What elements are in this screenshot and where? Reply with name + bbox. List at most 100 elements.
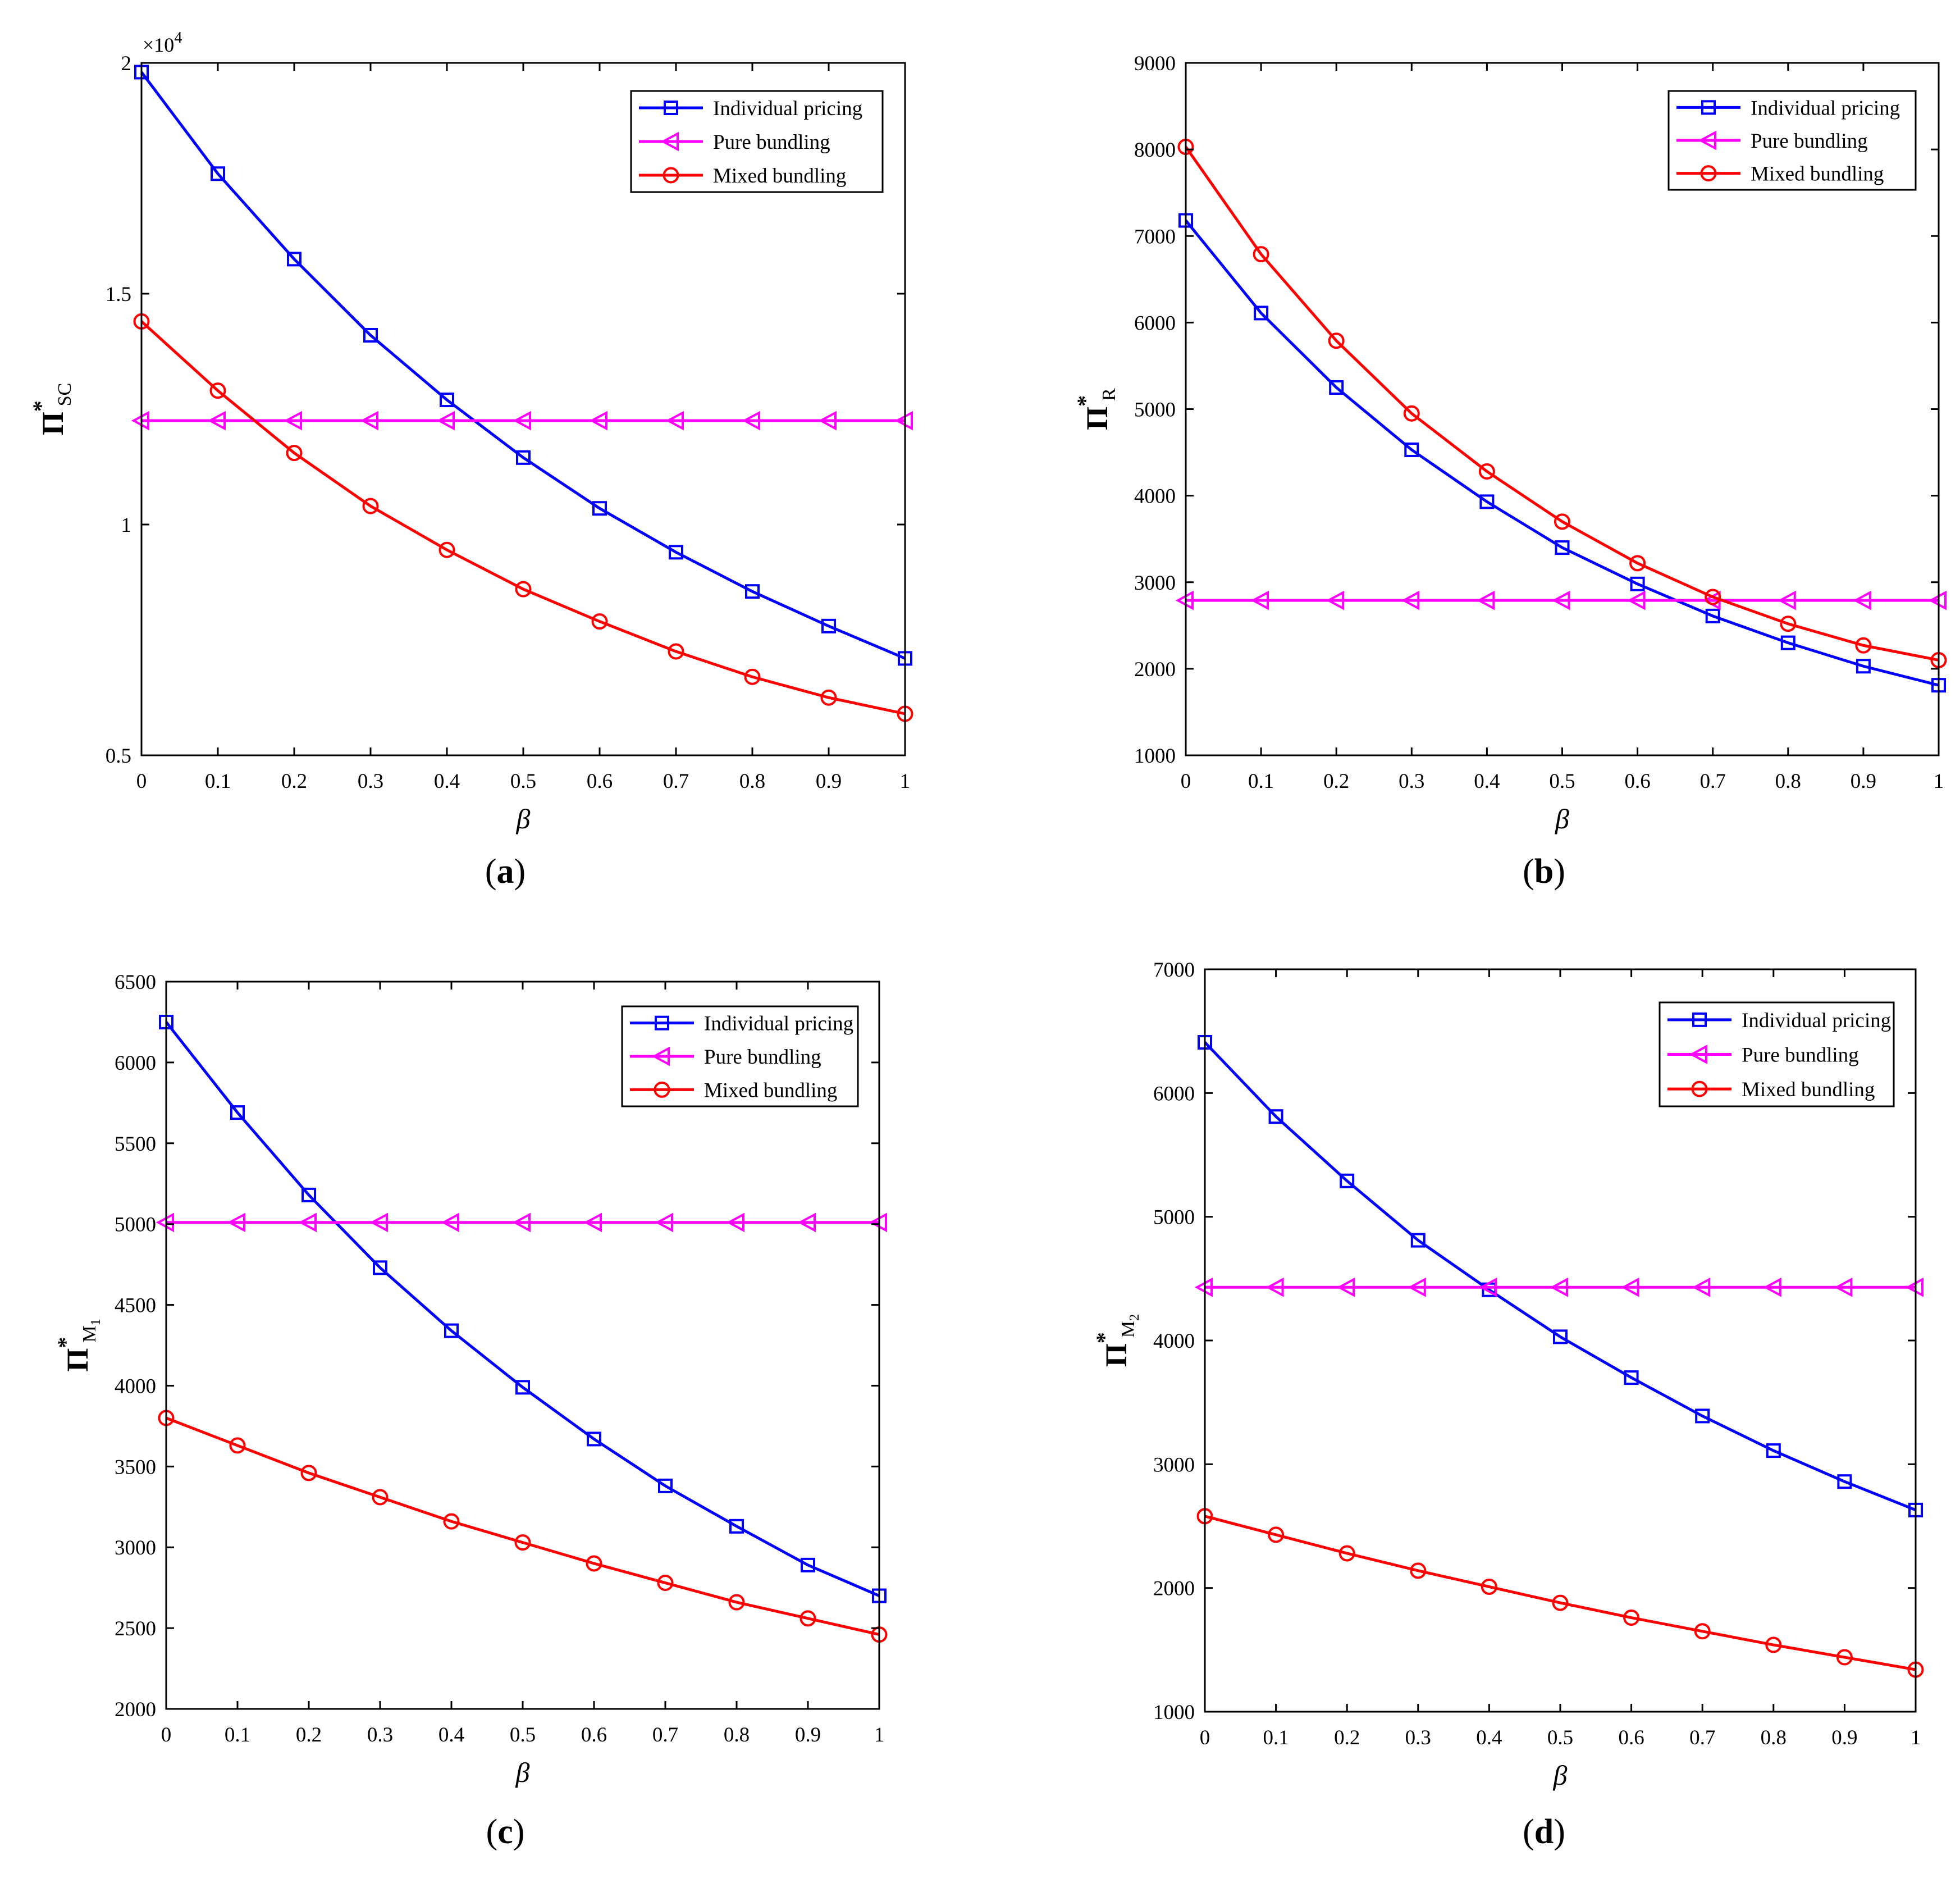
x-tick-label: 0 xyxy=(136,770,147,793)
data-point-mixed-bundling xyxy=(586,1555,602,1572)
x-tick-label: 0.7 xyxy=(1700,770,1726,793)
data-point-pure-bundling xyxy=(1479,1277,1497,1297)
x-tick-label: 1 xyxy=(874,1724,885,1747)
x-tick-label: 0.9 xyxy=(1831,1726,1857,1749)
x-axis-label: β xyxy=(516,803,531,835)
data-point-mixed-bundling xyxy=(1623,1610,1640,1626)
x-tick-label: 0.2 xyxy=(296,1724,322,1747)
legend-marker-pure-bundling xyxy=(660,131,679,152)
data-point-individual-pricing xyxy=(1553,1329,1568,1344)
data-point-mixed-bundling xyxy=(443,1513,460,1530)
data-point-individual-pricing xyxy=(515,1380,530,1395)
data-point-individual-pricing xyxy=(1856,659,1871,674)
data-point-pure-bundling xyxy=(369,1212,388,1233)
data-point-pure-bundling xyxy=(742,411,760,431)
x-tick-label: 1 xyxy=(1911,1726,1921,1749)
y-tick-label: 3500 xyxy=(115,1456,156,1479)
y-tick-label: 5000 xyxy=(1134,399,1176,422)
legend-label-individual-pricing: Individual pricing xyxy=(1742,1009,1891,1032)
y-axis-label: Π*R xyxy=(1072,388,1120,430)
chart-panel-b: 0 0.1 0.2 0.3 0.4 0.5 0.6 0.7 0.8 0.9 1 1000 2000 300… xyxy=(1072,52,1947,891)
data-point-individual-pricing xyxy=(1479,494,1495,509)
data-point-individual-pricing xyxy=(729,1519,744,1534)
data-point-mixed-bundling xyxy=(362,498,379,514)
series-line-mixed-bundling xyxy=(140,320,906,715)
y-tick-label: 2000 xyxy=(1134,658,1176,681)
x-tick-label: 0.1 xyxy=(205,770,231,793)
data-point-pure-bundling xyxy=(1336,1277,1355,1297)
data-point-pure-bundling xyxy=(1778,590,1796,610)
y-tick-label: 7000 xyxy=(1153,959,1195,982)
y-axis-label: Π*M1 xyxy=(53,1319,103,1371)
data-point-individual-pricing xyxy=(1630,576,1645,591)
panel-label: (b) xyxy=(1523,852,1565,891)
data-point-pure-bundling xyxy=(1763,1277,1781,1297)
y-tick-label: 5500 xyxy=(115,1133,156,1156)
series-line-individual-pricing xyxy=(1204,1041,1916,1512)
legend-label-mixed-bundling: Mixed bundling xyxy=(1742,1078,1875,1101)
data-point-pure-bundling xyxy=(207,411,226,431)
y-tick-label: 2 xyxy=(121,52,132,75)
data-point-pure-bundling xyxy=(1408,1277,1426,1297)
chart-panel-d: 0 0.1 0.2 0.3 0.4 0.5 0.6 0.7 0.8 0.9 1 1000 2000 300… xyxy=(1091,959,1924,1851)
data-point-individual-pricing xyxy=(1837,1474,1852,1489)
data-point-individual-pricing xyxy=(516,450,531,465)
x-tick-label: 0.5 xyxy=(510,1724,536,1747)
data-point-individual-pricing xyxy=(1780,635,1795,650)
data-point-mixed-bundling xyxy=(591,613,608,630)
x-tick-label: 0.2 xyxy=(1323,770,1349,793)
data-point-individual-pricing xyxy=(587,1431,601,1447)
legend: Individual pricing Pure bundling Mixed bun… xyxy=(1667,90,1917,191)
x-tick-label: 0.5 xyxy=(1549,770,1575,793)
y-tick-label: 6000 xyxy=(1153,1082,1195,1105)
data-point-mixed-bundling xyxy=(515,581,532,598)
y-tick-label: 0.5 xyxy=(106,745,131,768)
data-point-mixed-bundling xyxy=(300,1465,317,1481)
data-point-pure-bundling xyxy=(1834,1277,1853,1297)
x-tick-label: 0.6 xyxy=(581,1724,607,1747)
legend-label-mixed-bundling: Mixed bundling xyxy=(1751,163,1884,186)
legend-marker-individual-pricing xyxy=(664,101,678,115)
x-axis-label: β xyxy=(1553,1759,1568,1791)
data-point-mixed-bundling xyxy=(1836,1649,1853,1666)
data-point-pure-bundling xyxy=(655,1212,673,1233)
data-point-mixed-bundling xyxy=(1478,463,1495,480)
x-tick-label: 0.6 xyxy=(1618,1726,1644,1749)
data-point-individual-pricing xyxy=(1329,380,1344,395)
data-point-pure-bundling xyxy=(1265,1277,1284,1297)
data-point-pure-bundling xyxy=(1853,590,1871,610)
data-point-individual-pricing xyxy=(1555,540,1570,555)
x-tick-label: 0.1 xyxy=(1248,770,1274,793)
data-point-individual-pricing xyxy=(1695,1408,1710,1424)
data-point-mixed-bundling xyxy=(1268,1526,1285,1543)
y-axis-label: Π*SC xyxy=(28,383,75,436)
x-tick-label: 0.4 xyxy=(1476,1726,1502,1749)
data-point-pure-bundling xyxy=(1692,1277,1711,1297)
y-tick-label: 7000 xyxy=(1134,225,1176,248)
legend-marker-pure-bundling xyxy=(1689,1045,1707,1064)
data-point-mixed-bundling xyxy=(728,1594,745,1611)
legend-label-pure-bundling: Pure bundling xyxy=(704,1046,821,1069)
x-tick-label: 0 xyxy=(1200,1726,1210,1749)
data-point-individual-pricing xyxy=(211,166,225,181)
x-tick-label: 1 xyxy=(1934,770,1944,793)
y-axis-multiplier: ×104 xyxy=(143,29,182,56)
data-point-mixed-bundling xyxy=(1328,332,1345,349)
legend-label-pure-bundling: Pure bundling xyxy=(1742,1044,1859,1067)
y-tick-label: 2500 xyxy=(115,1617,156,1640)
y-tick-label: 9000 xyxy=(1134,52,1176,75)
y-tick-label: 6000 xyxy=(1134,312,1176,335)
data-point-individual-pricing xyxy=(1705,608,1720,623)
legend-marker-mixed-bundling xyxy=(654,1081,670,1098)
y-tick-label: 4000 xyxy=(115,1375,156,1398)
data-point-mixed-bundling xyxy=(1780,615,1797,632)
data-point-individual-pricing xyxy=(373,1260,387,1275)
y-tick-label: 3000 xyxy=(115,1537,156,1560)
x-tick-label: 0 xyxy=(1181,770,1191,793)
data-point-pure-bundling xyxy=(1250,590,1269,610)
y-tick-label: 6500 xyxy=(115,971,156,994)
data-point-individual-pricing xyxy=(1624,1370,1639,1385)
y-axis-label: Π*M2 xyxy=(1091,1314,1142,1367)
data-point-pure-bundling xyxy=(726,1212,744,1233)
